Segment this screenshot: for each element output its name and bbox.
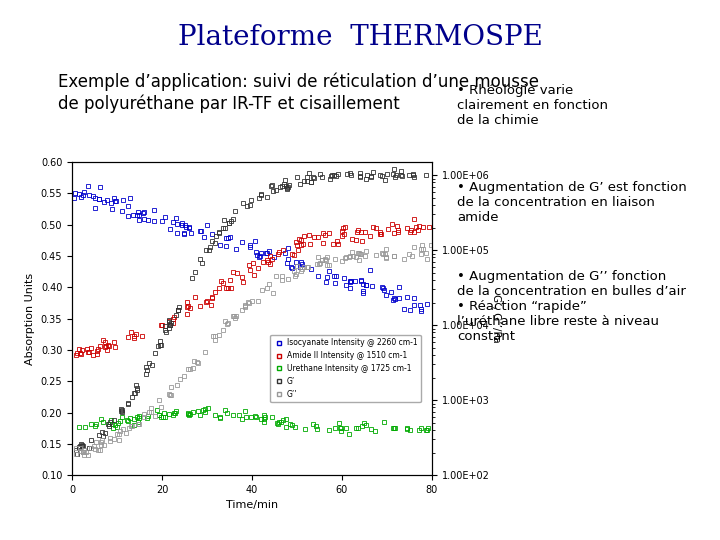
Amide II Intensity @ 1510 cm-1	[71, 352, 80, 359]
Amide II Intensity @ 1510 cm-1	[347, 236, 356, 242]
Line: Urethane Intensity @ 1725 cm-1: Urethane Intensity @ 1725 cm-1	[77, 406, 431, 436]
G’	[130, 389, 138, 396]
Text: • Augmentation de G’’ fonction
de la concentration en bulles d’air
• Réaction “r: • Augmentation de G’’ fonction de la con…	[457, 270, 686, 343]
Urethane Intensity @ 1725 cm-1	[424, 424, 433, 431]
G’’	[82, 449, 91, 455]
G’	[77, 441, 86, 448]
G’’	[240, 301, 249, 308]
G’	[84, 444, 93, 451]
Isocyanate Intensity @ 2260 cm-1	[423, 301, 431, 307]
G’’	[79, 448, 88, 455]
Urethane Intensity @ 1725 cm-1	[159, 410, 168, 416]
Legend: Isocyanate Intensity @ 2260 cm-1, Amide II Intensity @ 1510 cm-1, Urethane Inten: Isocyanate Intensity @ 2260 cm-1, Amide …	[271, 335, 421, 402]
Line: G’: G’	[74, 167, 428, 456]
Text: Plateforme  THERMOSPE: Plateforme THERMOSPE	[178, 24, 542, 51]
Amide II Intensity @ 1510 cm-1	[410, 215, 418, 222]
Urethane Intensity @ 1725 cm-1	[405, 427, 414, 433]
Line: Amide II Intensity @ 1510 cm-1: Amide II Intensity @ 1510 cm-1	[74, 217, 431, 357]
G’	[204, 246, 213, 253]
G’’	[71, 451, 80, 457]
G’	[73, 450, 81, 457]
X-axis label: Time/min: Time/min	[226, 501, 278, 510]
Isocyanate Intensity @ 2260 cm-1	[417, 308, 426, 314]
Line: Isocyanate Intensity @ 2260 cm-1: Isocyanate Intensity @ 2260 cm-1	[72, 184, 429, 313]
G’	[390, 166, 398, 172]
Urethane Intensity @ 1725 cm-1	[204, 405, 212, 411]
Urethane Intensity @ 1725 cm-1	[75, 424, 84, 430]
Y-axis label: G’, G’’/Pa: G’, G’’/Pa	[491, 294, 500, 343]
Urethane Intensity @ 1725 cm-1	[223, 409, 232, 416]
Amide II Intensity @ 1510 cm-1	[225, 277, 234, 284]
Isocyanate Intensity @ 2260 cm-1	[356, 277, 365, 284]
G’	[104, 421, 112, 427]
Isocyanate Intensity @ 2260 cm-1	[84, 183, 93, 190]
Urethane Intensity @ 1725 cm-1	[345, 431, 354, 437]
G’	[71, 446, 80, 453]
Urethane Intensity @ 1725 cm-1	[423, 427, 431, 433]
Line: G’’: G’’	[73, 242, 433, 457]
Isocyanate Intensity @ 2260 cm-1	[70, 195, 78, 201]
G’’	[115, 428, 124, 434]
Isocyanate Intensity @ 2260 cm-1	[297, 260, 306, 267]
Isocyanate Intensity @ 2260 cm-1	[150, 218, 158, 225]
G’’	[423, 256, 431, 262]
Urethane Intensity @ 1725 cm-1	[290, 423, 299, 430]
Urethane Intensity @ 1725 cm-1	[215, 414, 224, 420]
Isocyanate Intensity @ 2260 cm-1	[202, 222, 211, 228]
Isocyanate Intensity @ 2260 cm-1	[341, 282, 350, 288]
Amide II Intensity @ 1510 cm-1	[424, 224, 433, 231]
Text: Exemple d’application: suivi de réticulation d’une mousse
de polyuréthane par IR: Exemple d’application: suivi de réticula…	[58, 73, 539, 113]
Amide II Intensity @ 1510 cm-1	[333, 241, 342, 248]
G’	[422, 172, 431, 178]
Isocyanate Intensity @ 2260 cm-1	[251, 249, 260, 255]
Amide II Intensity @ 1510 cm-1	[262, 257, 271, 264]
G’	[225, 220, 233, 226]
Amide II Intensity @ 1510 cm-1	[169, 314, 178, 320]
Text: • Augmentation de G’ est fonction
de la concentration en liaison
amide: • Augmentation de G’ est fonction de la …	[457, 181, 687, 224]
Amide II Intensity @ 1510 cm-1	[305, 232, 313, 238]
G’’	[427, 241, 436, 248]
Text: • Rhéologie varie
clairement en fonction
de la chimie: • Rhéologie varie clairement en fonction…	[457, 84, 608, 127]
G’’	[96, 447, 104, 453]
Y-axis label: Absorption Units: Absorption Units	[25, 273, 35, 364]
G’’	[84, 452, 93, 458]
